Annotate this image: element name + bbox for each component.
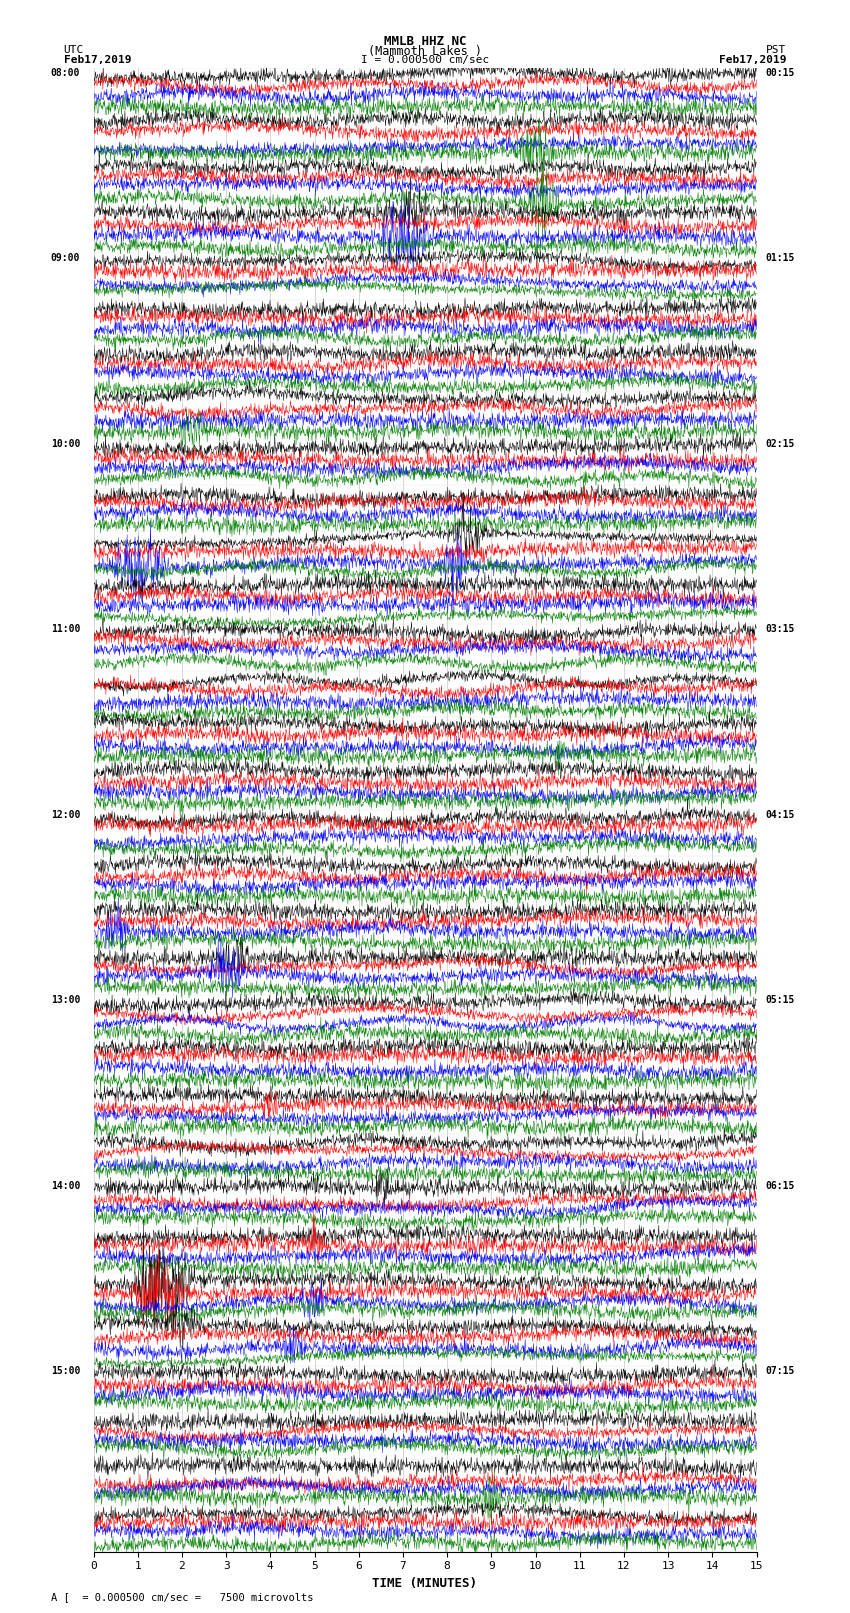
X-axis label: TIME (MINUTES): TIME (MINUTES) — [372, 1578, 478, 1590]
Text: 02:15: 02:15 — [765, 439, 795, 448]
Text: 08:00: 08:00 — [51, 68, 80, 77]
Text: I = 0.000500 cm/sec: I = 0.000500 cm/sec — [361, 55, 489, 65]
Text: 12:00: 12:00 — [51, 810, 80, 819]
Text: 14:00: 14:00 — [51, 1181, 80, 1190]
Text: MMLB HHZ NC: MMLB HHZ NC — [383, 35, 467, 48]
Text: UTC: UTC — [64, 45, 84, 55]
Text: 00:15: 00:15 — [765, 68, 795, 77]
Text: 15:00: 15:00 — [51, 1366, 80, 1376]
Text: 05:15: 05:15 — [765, 995, 795, 1005]
Text: 01:15: 01:15 — [765, 253, 795, 263]
Text: 04:15: 04:15 — [765, 810, 795, 819]
Text: 07:15: 07:15 — [765, 1366, 795, 1376]
Text: 13:00: 13:00 — [51, 995, 80, 1005]
Text: PST: PST — [766, 45, 786, 55]
Text: A [  = 0.000500 cm/sec =   7500 microvolts: A [ = 0.000500 cm/sec = 7500 microvolts — [51, 1592, 314, 1602]
Text: Feb17,2019: Feb17,2019 — [64, 55, 131, 65]
Text: (Mammoth Lakes ): (Mammoth Lakes ) — [368, 45, 482, 58]
Text: 10:00: 10:00 — [51, 439, 80, 448]
Text: 11:00: 11:00 — [51, 624, 80, 634]
Text: 03:15: 03:15 — [765, 624, 795, 634]
Text: 06:15: 06:15 — [765, 1181, 795, 1190]
Text: Feb17,2019: Feb17,2019 — [719, 55, 786, 65]
Text: 09:00: 09:00 — [51, 253, 80, 263]
